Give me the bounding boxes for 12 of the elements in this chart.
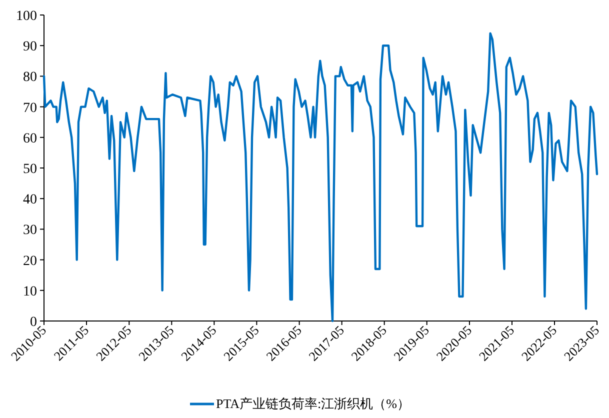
y-tick-label: 60 bbox=[23, 131, 37, 146]
legend: PTA产业链负荷率:江浙织机（%） bbox=[190, 396, 410, 411]
y-tick-label: 90 bbox=[23, 40, 37, 55]
y-tick-label: 20 bbox=[23, 254, 37, 269]
y-tick-label: 100 bbox=[16, 9, 37, 24]
y-tick-label: 10 bbox=[23, 284, 37, 300]
y-tick-label: 80 bbox=[23, 70, 37, 86]
y-tick-label: 0 bbox=[30, 315, 37, 330]
y-tick-label: 40 bbox=[23, 192, 37, 208]
y-tick-label: 30 bbox=[23, 223, 37, 238]
y-tick-label: 70 bbox=[23, 100, 37, 116]
y-tick-label: 50 bbox=[23, 162, 37, 177]
